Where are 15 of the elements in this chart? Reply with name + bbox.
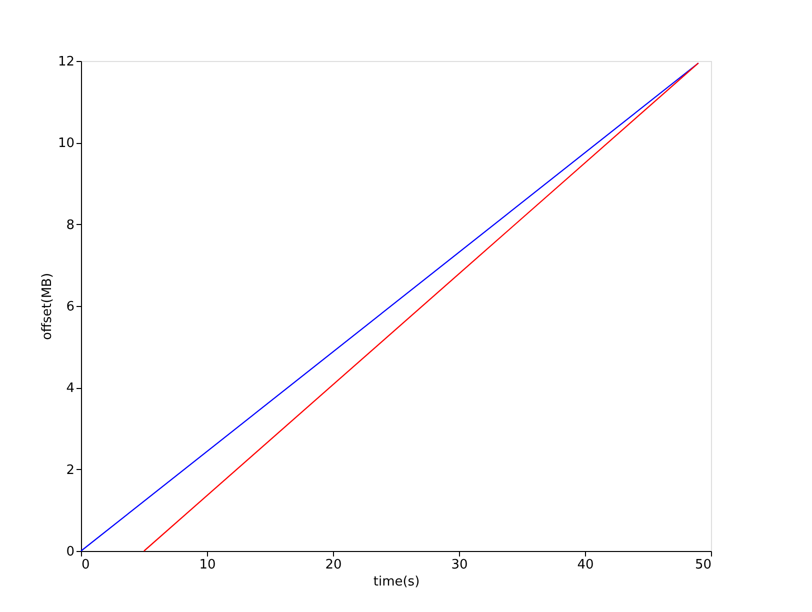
y-tick-label: 8 bbox=[66, 218, 74, 233]
y-axis-title: offset(MB) bbox=[40, 272, 55, 340]
x-tick-label: 20 bbox=[325, 558, 342, 572]
y-tick-label: 6 bbox=[66, 300, 74, 314]
x-tick-label: 0 bbox=[82, 558, 90, 572]
y-tick-label: 10 bbox=[58, 136, 74, 152]
x-tick-label: 40 bbox=[577, 558, 594, 572]
y-tick-label: 0 bbox=[66, 544, 74, 560]
y-tick-label: 2 bbox=[66, 462, 74, 478]
x-tick-label: 50 bbox=[694, 558, 712, 572]
x-tick-label: 10 bbox=[199, 558, 216, 572]
y-tick-label: 12 bbox=[58, 54, 74, 70]
x-axis-title: time(s) bbox=[373, 574, 420, 590]
y-tick-label: 4 bbox=[66, 381, 74, 396]
x-tick-label: 30 bbox=[451, 558, 468, 572]
